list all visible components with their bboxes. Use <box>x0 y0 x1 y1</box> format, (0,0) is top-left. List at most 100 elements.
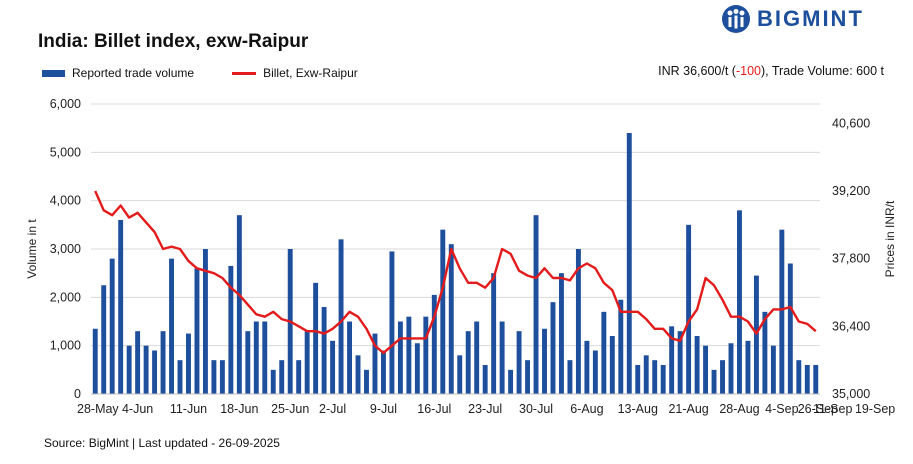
volume-bar <box>770 345 776 394</box>
volume-bar <box>626 133 632 394</box>
volume-bar <box>525 360 531 394</box>
volume-bar <box>728 343 734 394</box>
volume-bar <box>575 249 581 394</box>
summary-prefix: INR 36,600/t ( <box>658 64 736 78</box>
x-tick-label: 6-Aug <box>570 402 603 416</box>
volume-bar <box>253 321 259 394</box>
volume-bar <box>533 215 539 394</box>
volume-bar <box>559 273 564 394</box>
volume-bar <box>279 360 285 394</box>
volume-bar <box>313 282 319 394</box>
volume-bar <box>474 321 480 394</box>
x-tick-label: 9-Jul <box>370 402 397 416</box>
volume-bar <box>745 340 751 394</box>
y-axis-title: Volume in t <box>25 219 39 279</box>
volume-bar <box>389 251 395 394</box>
brand-name: BIGMINT <box>757 6 864 31</box>
legend-label-price: Billet, Exw-Raipur <box>263 66 358 80</box>
source-note: Source: BigMint | Last updated - 26-09-2… <box>44 436 280 450</box>
volume-bar <box>669 326 675 394</box>
x-tick-label: 4-Jun <box>122 402 153 416</box>
volume-bar <box>813 365 819 394</box>
volume-bar <box>431 294 437 394</box>
legend-swatch-line <box>232 71 257 75</box>
x-tick-label: 18-Jun <box>220 402 258 416</box>
volume-bar <box>567 360 573 394</box>
x-tick-label: 25-Jun <box>271 402 309 416</box>
x-tick-label: 19-Sep <box>855 402 895 416</box>
volume-bar <box>118 220 124 394</box>
volume-bar <box>143 345 149 394</box>
volume-bar <box>516 331 522 394</box>
volume-bar <box>601 311 607 394</box>
volume-bar <box>660 365 666 394</box>
volume-bar <box>202 249 208 394</box>
brand-logo: BIGMINT <box>721 4 864 34</box>
volume-bar <box>482 365 488 394</box>
volume-bar <box>109 258 115 394</box>
x-tick-label: 23-Jul <box>468 402 502 416</box>
volume-bar <box>762 311 768 394</box>
volume-bar <box>262 321 268 394</box>
volume-bar <box>652 360 658 394</box>
volume-bar <box>720 360 725 394</box>
volume-bar <box>270 369 276 394</box>
volume-bar <box>169 258 174 394</box>
volume-bar <box>364 369 369 394</box>
volume-bar <box>711 369 717 394</box>
y-tick-label: 0 <box>74 387 81 401</box>
volume-bar <box>152 350 158 394</box>
volume-bar <box>338 239 344 394</box>
volume-bar <box>160 331 166 394</box>
volume-bar <box>414 343 420 394</box>
price-line <box>94 190 817 355</box>
chart-title: India: Billet index, exw-Raipur <box>38 31 309 52</box>
volume-bar <box>321 307 327 394</box>
x-tick-label: 21-Aug <box>668 402 708 416</box>
volume-bar <box>542 328 547 394</box>
y2-tick-label: 35,000 <box>832 387 870 401</box>
volume-bar <box>787 263 793 394</box>
x-tick-label: 4-Sep <box>765 402 798 416</box>
brand-logo-icon <box>722 5 750 33</box>
volume-bar <box>236 215 242 394</box>
volume-bar <box>126 345 132 394</box>
x-tick-label: 28-May <box>77 402 119 416</box>
volume-bar <box>92 328 98 394</box>
y-tick-label: 1,000 <box>50 339 81 353</box>
x-tick-label: 2-Jul <box>319 402 346 416</box>
volume-bar <box>618 299 624 394</box>
volume-bar <box>737 210 742 394</box>
summary-change: -100 <box>735 64 761 78</box>
x-tick-label: 16-Jul <box>417 402 451 416</box>
summary-suffix: ), Trade Volume: 600 t <box>761 64 884 78</box>
y-tick-label: 3,000 <box>50 242 81 256</box>
volume-bar <box>448 244 454 394</box>
volume-bar <box>186 333 191 394</box>
legend-label-volume: Reported trade volume <box>72 66 195 80</box>
y2-tick-label: 36,400 <box>832 319 870 333</box>
volume-bar <box>592 350 598 394</box>
volume-bar <box>330 340 336 394</box>
volume-bar <box>635 365 641 394</box>
y-tick-label: 5,000 <box>50 145 81 159</box>
volume-bar <box>355 355 361 394</box>
y2-axis-title: Prices in INR/t <box>883 200 897 277</box>
chart-legend: Reported trade volume Billet, Exw-Raipur <box>42 66 396 80</box>
y2-tick-label: 39,200 <box>832 184 870 198</box>
volume-bar <box>465 331 471 394</box>
volume-bar <box>211 360 217 394</box>
volume-bar <box>499 321 505 394</box>
x-tick-label: 13-Aug <box>618 402 658 416</box>
volume-bar <box>804 365 810 394</box>
volume-bar <box>550 302 556 394</box>
volume-bar <box>372 333 378 394</box>
y2-tick-label: 40,600 <box>832 116 870 130</box>
volume-bar <box>491 273 497 394</box>
volume-bar <box>703 345 709 394</box>
volume-bar <box>347 321 352 394</box>
volume-bar <box>194 268 200 394</box>
y-tick-label: 6,000 <box>50 97 81 111</box>
volume-bar <box>296 360 302 394</box>
volume-bar <box>584 340 590 394</box>
